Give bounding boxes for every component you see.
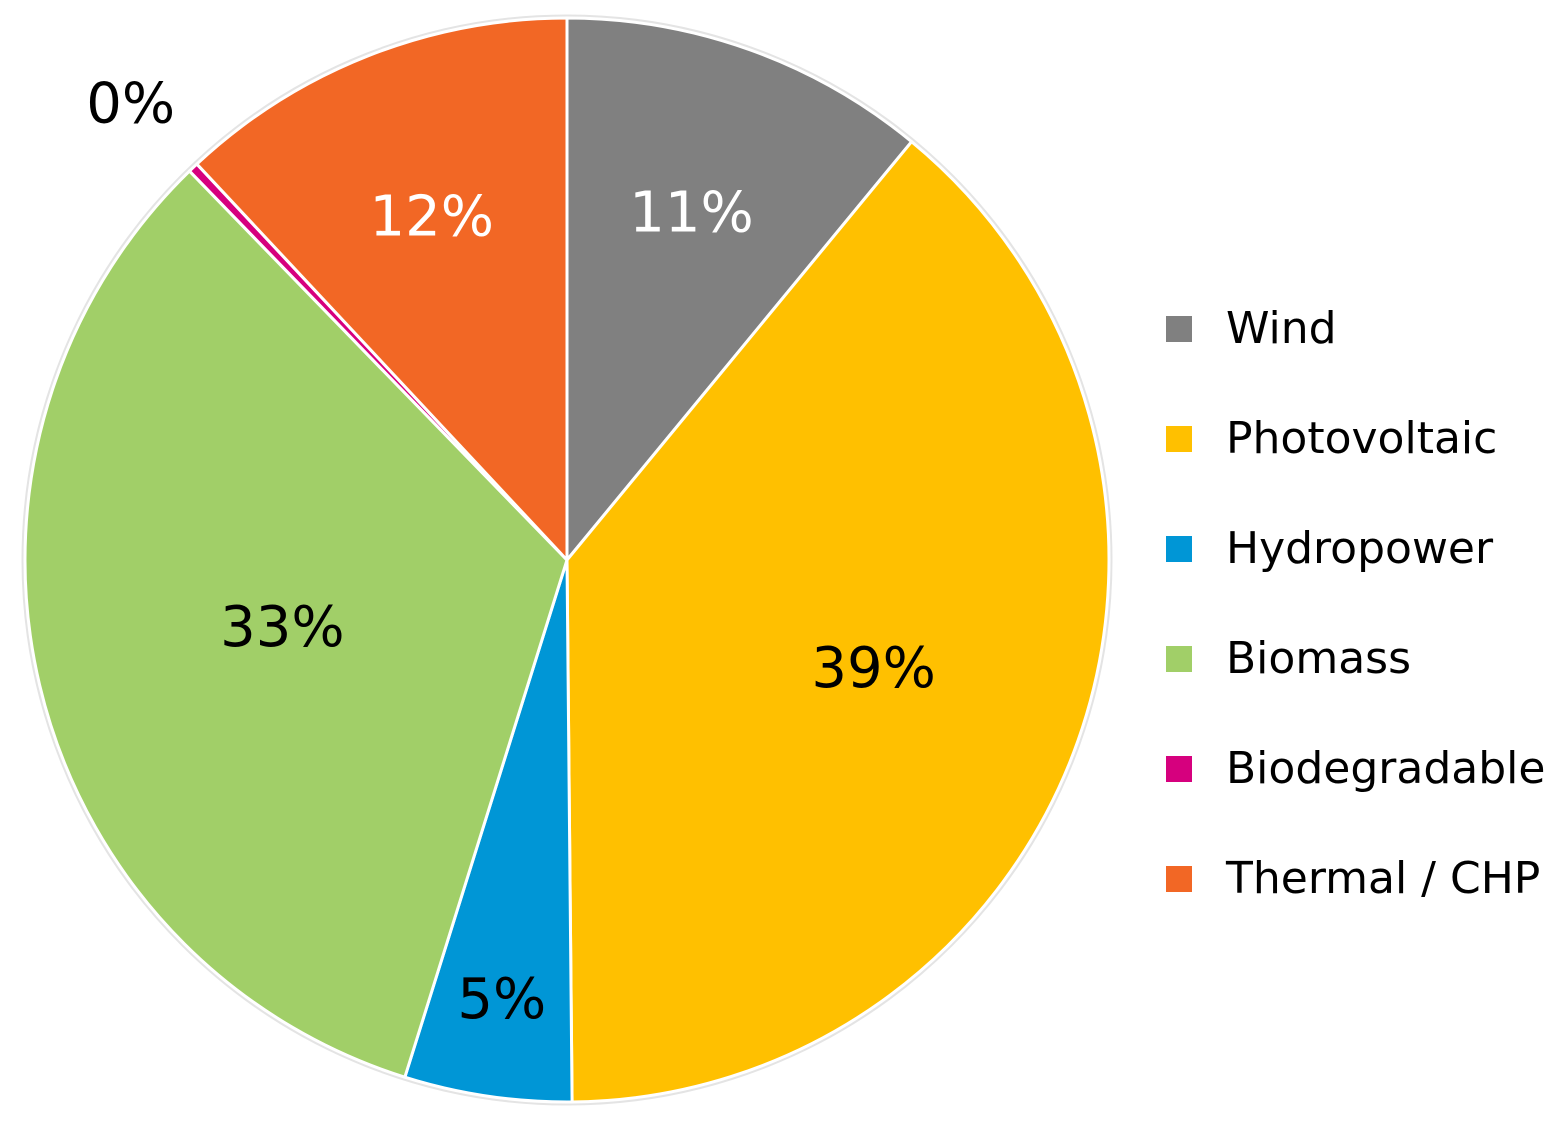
legend-label-photovoltaic: Photovoltaic xyxy=(1226,413,1498,464)
legend-swatch-hydropower xyxy=(1166,536,1192,562)
legend-item-wind: Wind xyxy=(1166,274,1565,384)
pie-slice-biomass xyxy=(23,169,569,1079)
legend-label-biodegradable: Biodegradable xyxy=(1226,743,1546,794)
legend-item-biodegradable: Biodegradable xyxy=(1166,714,1565,824)
legend-swatch-photovoltaic xyxy=(1166,426,1192,452)
legend-swatch-wind xyxy=(1166,316,1192,342)
legend-swatch-biomass xyxy=(1166,646,1192,672)
pie-slices xyxy=(21,14,1113,1106)
pie-slice-photovoltaic xyxy=(565,140,1111,1104)
data-label-thermal-chp: 12% xyxy=(369,185,493,250)
legend: Wind Photovoltaic Hydropower Biomass Bio… xyxy=(1166,274,1565,934)
legend-label-thermal-chp: Thermal / CHP xyxy=(1226,853,1541,904)
pie-outline xyxy=(21,14,1113,1106)
legend-item-biomass: Biomass xyxy=(1166,604,1565,714)
legend-item-hydropower: Hydropower xyxy=(1166,494,1565,604)
pie-slice-hydropower xyxy=(403,558,574,1104)
data-label-biomass: 33% xyxy=(220,595,344,660)
pie-slice-wind xyxy=(565,16,914,562)
pie-slice-thermal-chp xyxy=(195,16,569,562)
legend-swatch-biodegradable xyxy=(1166,756,1192,782)
data-label-wind: 11% xyxy=(629,181,753,246)
pie-labels: 11% 39% 5% 33% 0% 12% xyxy=(86,72,936,1033)
data-label-hydropower: 5% xyxy=(457,967,546,1032)
data-label-photovoltaic: 39% xyxy=(811,636,935,701)
legend-item-thermal-chp: Thermal / CHP xyxy=(1166,824,1565,934)
data-label-biodegradable: 0% xyxy=(86,72,175,137)
legend-swatch-thermal-chp xyxy=(1166,866,1192,892)
legend-label-wind: Wind xyxy=(1226,303,1337,354)
legend-label-hydropower: Hydropower xyxy=(1226,523,1494,574)
legend-label-biomass: Biomass xyxy=(1226,633,1412,684)
legend-item-photovoltaic: Photovoltaic xyxy=(1166,384,1565,494)
